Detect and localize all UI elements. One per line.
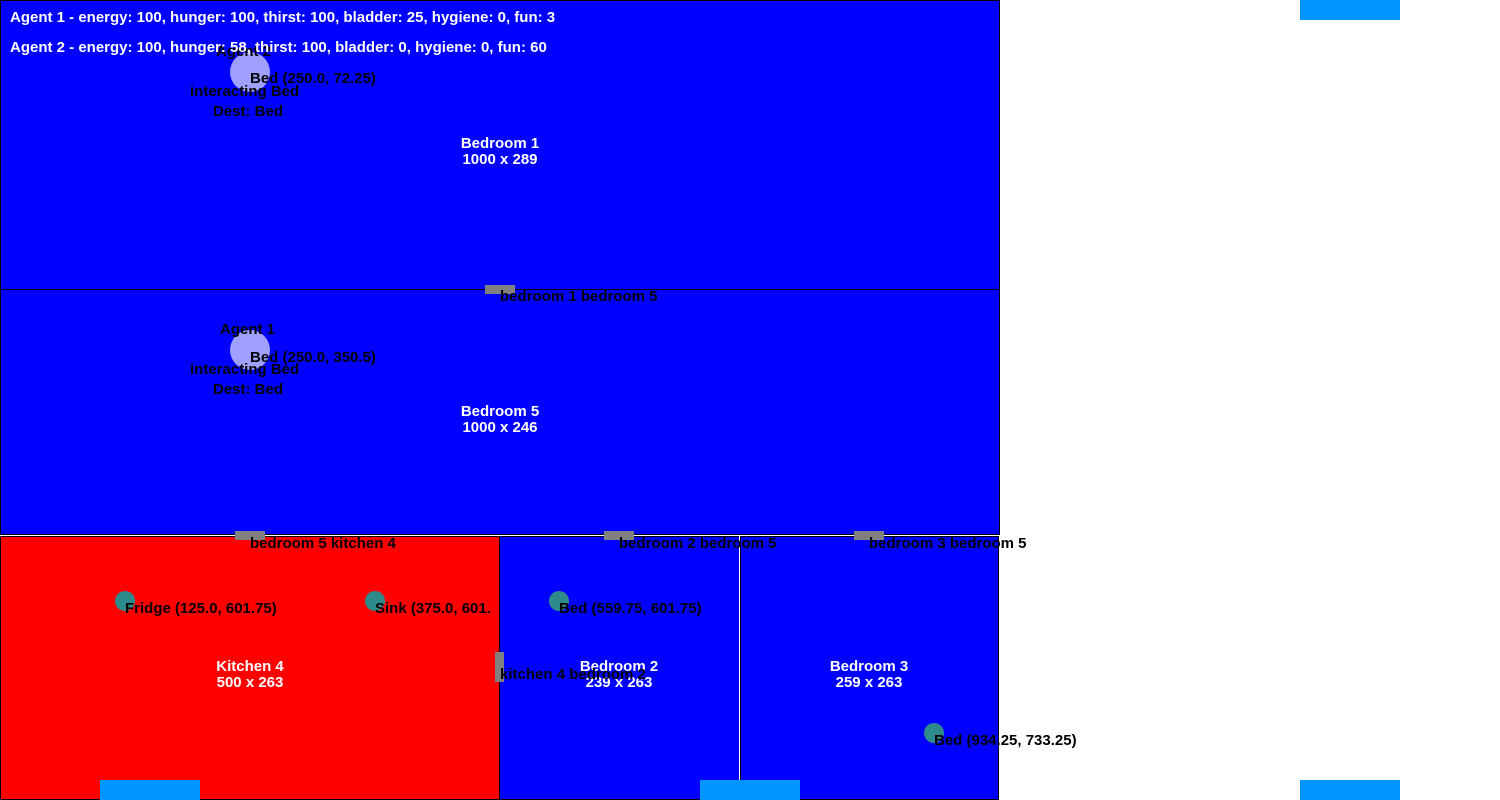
room-size: 239 x 263 [585, 674, 653, 691]
room-name: Bedroom 3 [829, 658, 909, 675]
room-size: 500 x 263 [216, 674, 284, 691]
door-kitchen4-bedroom2[interactable] [495, 652, 504, 682]
agent-avatar[interactable] [230, 52, 270, 92]
room-divider [739, 536, 740, 800]
door-label: bedroom 2 bedroom 5 [619, 535, 777, 552]
agent-1-status: Agent 1 - energy: 100, hunger: 100, thir… [10, 9, 556, 26]
room-label-bedroom-3: Bedroom 3 259 x 263 [769, 659, 969, 691]
room-bedroom-1 [0, 0, 1000, 290]
room-size: 1000 x 289 [462, 151, 538, 168]
object-label: Fridge (125.0, 601.75) [125, 600, 277, 617]
object-label: Sink (375.0, 601. [375, 601, 491, 617]
fridge-object[interactable] [115, 591, 135, 611]
room-label-bedroom-5: Bedroom 5 1000 x 246 [400, 404, 600, 436]
agent-name: Agent 1 [220, 321, 276, 338]
room-name: Kitchen 4 [216, 658, 284, 675]
room-label-bedroom-2: Bedroom 2 239 x 263 [519, 659, 719, 691]
door-bedroom3-bedroom5[interactable] [854, 531, 884, 540]
spawn-marker [1300, 0, 1400, 20]
room-name: Bedroom 5 [460, 403, 540, 420]
room-label-bedroom-1: Bedroom 1 1000 x 289 [400, 136, 600, 168]
agent-name: Agent 2 [216, 43, 272, 60]
room-bedroom-5 [0, 289, 1000, 535]
object-label: Bed (250.0, 350.5) [250, 349, 376, 366]
agent-avatar[interactable] [230, 330, 270, 370]
object-label: Bed (934.25, 733.25) [934, 732, 1077, 749]
room-name: Bedroom 2 [579, 658, 659, 675]
spawn-marker [700, 780, 800, 800]
agent-2-status: Agent 2 - energy: 100, hunger: 58, thirs… [10, 39, 547, 56]
object-label: Bed (250.0, 72.25) [250, 70, 376, 87]
door-label: bedroom 5 kitchen 4 [250, 535, 396, 552]
room-name: Bedroom 1 [460, 135, 540, 152]
spawn-marker [100, 780, 200, 800]
agent-action: interacting Bed [190, 361, 300, 378]
room-kitchen-4 [0, 536, 500, 800]
room-label-kitchen-4: Kitchen 4 500 x 263 [150, 659, 350, 691]
room-size: 259 x 263 [835, 674, 903, 691]
door-label: kitchen 4 bedroom 2 [500, 666, 646, 683]
door-bedroom1-bedroom5[interactable] [485, 285, 515, 294]
room-size: 1000 x 246 [462, 419, 538, 436]
agent-destination: Dest: Bed [213, 381, 284, 398]
door-bedroom5-kitchen4[interactable] [235, 531, 265, 540]
sink-object[interactable] [365, 591, 385, 611]
agent-action: interacting Bed [190, 83, 300, 100]
door-label: bedroom 1 bedroom 5 [500, 288, 658, 305]
door-label: bedroom 3 bedroom 5 [869, 535, 1027, 552]
bed-object[interactable] [924, 723, 944, 743]
door-bedroom2-bedroom5[interactable] [604, 531, 634, 540]
object-label-clip: Sink (375.0, 601. [375, 601, 499, 619]
agent-destination: Dest: Bed [213, 103, 284, 120]
bed-object[interactable] [549, 591, 569, 611]
room-bedroom-2 [499, 536, 740, 800]
spawn-marker [1300, 780, 1400, 800]
object-label: Bed (559.75, 601.75) [559, 600, 702, 617]
